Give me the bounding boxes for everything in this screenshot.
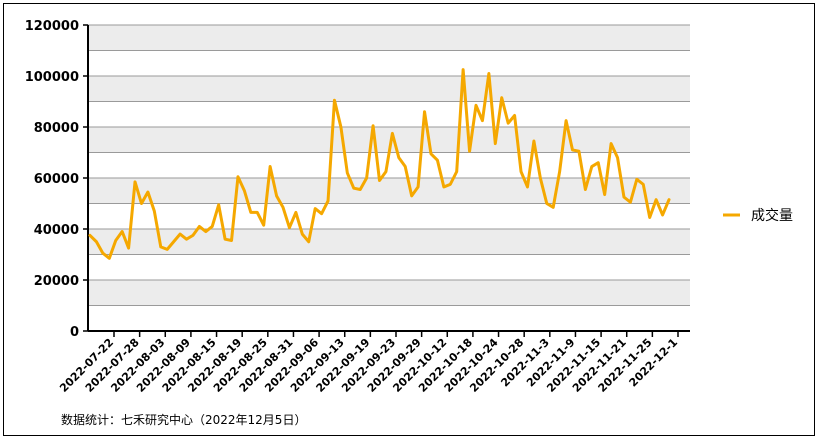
y-tick-label: 80000	[34, 121, 79, 136]
grid-band	[88, 280, 690, 306]
y-tick-label: 60000	[34, 172, 79, 187]
grid-band	[88, 178, 690, 204]
y-tick-label: 20000	[34, 274, 79, 289]
grid-bands	[88, 25, 690, 306]
chart-frame	[3, 3, 815, 436]
grid-band	[88, 76, 690, 102]
x-axis: 2022-07-222022-07-282022-08-032022-08-09…	[57, 330, 690, 395]
series-line-volume	[88, 68, 671, 260]
y-tick-label: 100000	[25, 70, 79, 85]
y-axis: 0 20000 40000 60000 80000 100000 120000	[25, 19, 89, 340]
series-layer	[88, 68, 671, 260]
legend-label: 成交量	[751, 207, 793, 224]
y-tick-label: 40000	[34, 223, 79, 238]
y-tick-label: 120000	[25, 19, 79, 34]
grid-band	[88, 229, 690, 255]
y-tick-label: 0	[70, 325, 79, 340]
legend: 成交量	[723, 207, 793, 224]
grid-band	[88, 25, 690, 51]
source-note: 数据统计：七禾研究中心（2022年12月5日）	[61, 413, 307, 427]
